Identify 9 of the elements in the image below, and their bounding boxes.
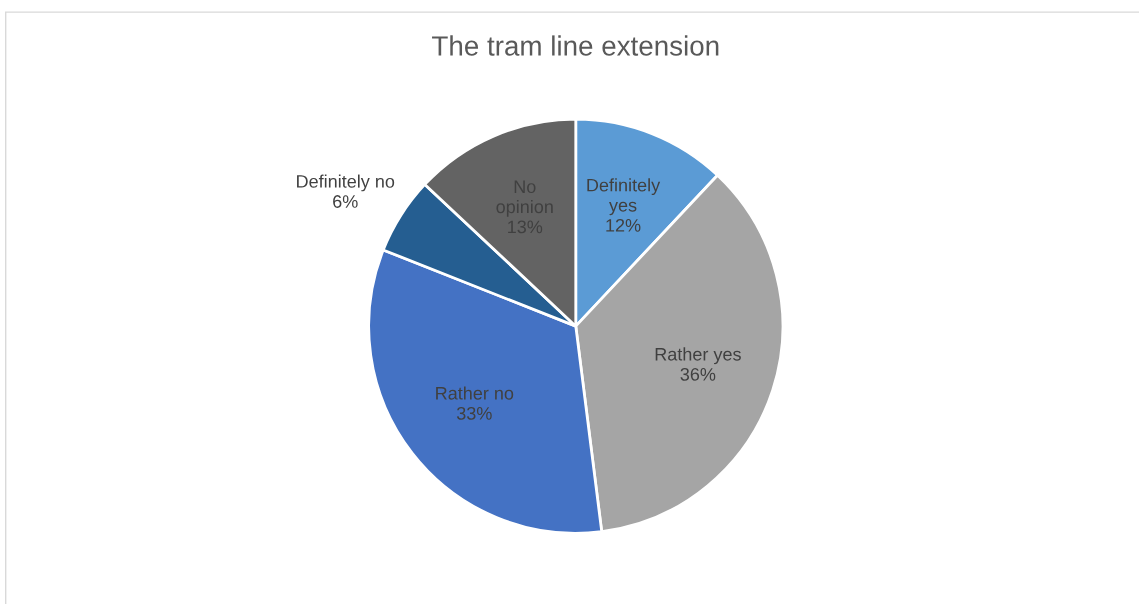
slice-label: Rather no	[436, 386, 514, 400]
data-label: 12%	[606, 218, 641, 232]
data-label: 33%	[456, 406, 492, 420]
slice-label: Definitely no	[297, 174, 395, 192]
slice-label: Definitely yes	[587, 178, 661, 216]
data-label: 6%	[333, 195, 358, 208]
chart-title: The tram line extension	[432, 35, 719, 56]
data-label: 36%	[680, 367, 716, 381]
slice-label: Rather yes	[655, 347, 741, 365]
